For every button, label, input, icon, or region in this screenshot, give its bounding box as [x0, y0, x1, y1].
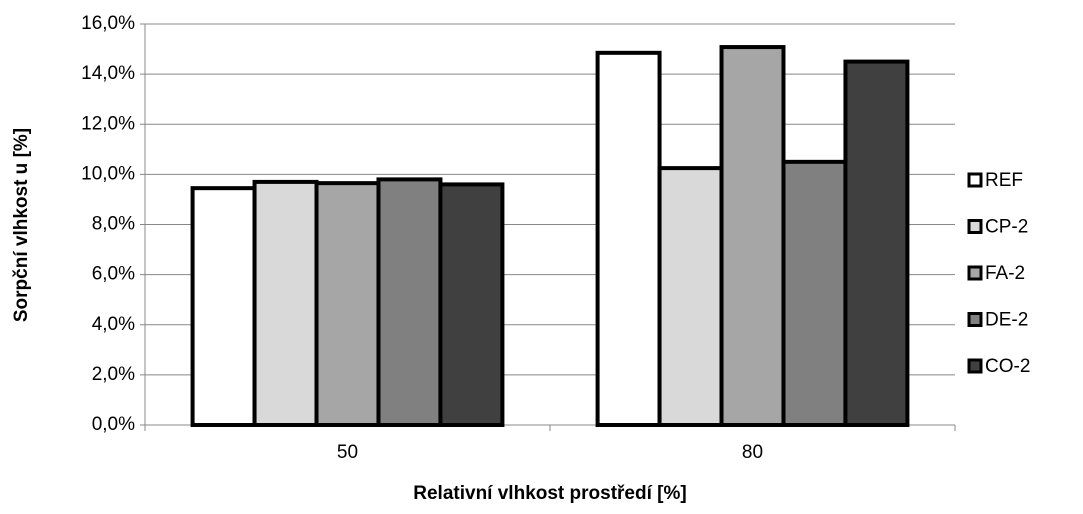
y-axis-title: Sorpční vlhkost u [%]: [11, 128, 32, 322]
x-tick-label: 50: [337, 442, 358, 463]
y-tick-label: 8,0%: [92, 214, 135, 235]
legend-swatch: [967, 358, 983, 374]
y-tick-label: 12,0%: [81, 113, 135, 134]
legend-label: REF: [985, 170, 1023, 191]
bar: [376, 177, 443, 427]
legend-label: FA-2: [985, 263, 1025, 284]
bar: [843, 59, 910, 427]
legend-swatch: [967, 312, 983, 327]
bar: [719, 45, 786, 428]
bar: [657, 166, 724, 427]
y-tick-label: 10,0%: [81, 163, 135, 184]
legend-swatch: [967, 265, 983, 281]
y-tick-label: 6,0%: [92, 264, 135, 285]
x-tick-label: 80: [742, 442, 763, 463]
bar: [252, 179, 319, 427]
bar: [595, 50, 662, 428]
legend-label: DE-2: [985, 310, 1028, 331]
y-tick-label: 4,0%: [92, 314, 135, 335]
legend-label: CP-2: [985, 217, 1028, 238]
y-tick-label: 16,0%: [81, 13, 135, 34]
y-tick-label: 2,0%: [92, 364, 135, 385]
bar: [781, 159, 848, 427]
bar: [438, 182, 505, 427]
x-axis-title: Relativní vlhkost prostředí [%]: [413, 483, 686, 504]
bar: [190, 186, 257, 427]
legend-swatch: [967, 172, 983, 188]
y-tick-label: 0,0%: [92, 414, 135, 435]
y-tick-label: 14,0%: [81, 63, 135, 84]
legend-swatch: [967, 219, 983, 234]
legend-label: CO-2: [985, 356, 1030, 377]
bar: [314, 181, 381, 427]
